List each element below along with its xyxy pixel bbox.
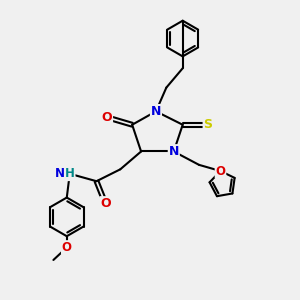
Text: N: N	[169, 145, 179, 158]
Text: N: N	[55, 167, 65, 180]
Text: H: H	[65, 167, 75, 180]
Text: O: O	[100, 197, 111, 210]
Text: S: S	[203, 118, 212, 131]
Text: N: N	[151, 105, 161, 118]
Text: O: O	[102, 111, 112, 124]
Text: O: O	[62, 241, 72, 254]
Text: O: O	[215, 164, 226, 178]
